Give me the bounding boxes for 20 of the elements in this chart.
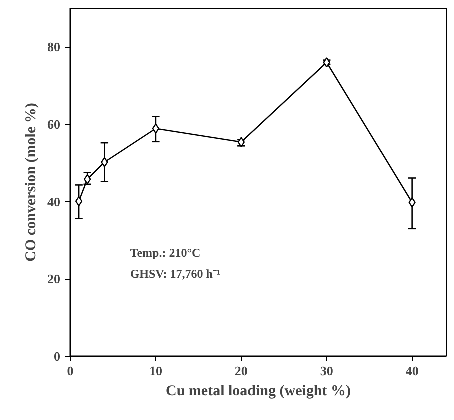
point — [408, 198, 416, 208]
x-axis-title: Cu metal loading (weight %) — [166, 384, 351, 400]
point — [101, 157, 108, 168]
x-tick-label: 30 — [320, 364, 334, 378]
y-tick-label: 20 — [48, 272, 60, 287]
x-tick-label: 40 — [406, 364, 419, 378]
point — [152, 124, 160, 134]
y-tick-label: 80 — [48, 40, 60, 55]
x-tick-label: 20 — [234, 364, 248, 378]
y-tick-label: 60 — [48, 117, 60, 132]
x-tick-label: 0 — [67, 364, 74, 378]
y-axis-title: CO conversion (mole %) — [24, 103, 40, 262]
annotation: GHSV: 17,760 h⁻¹ — [130, 267, 221, 282]
point — [323, 58, 330, 68]
y-tick-label: 40 — [48, 194, 60, 210]
y-tick-label: 0 — [54, 349, 60, 364]
annotation: Temp.: 210°C — [130, 246, 201, 260]
point — [75, 196, 83, 207]
point — [238, 137, 246, 148]
x-tick-label: 10 — [149, 364, 162, 378]
